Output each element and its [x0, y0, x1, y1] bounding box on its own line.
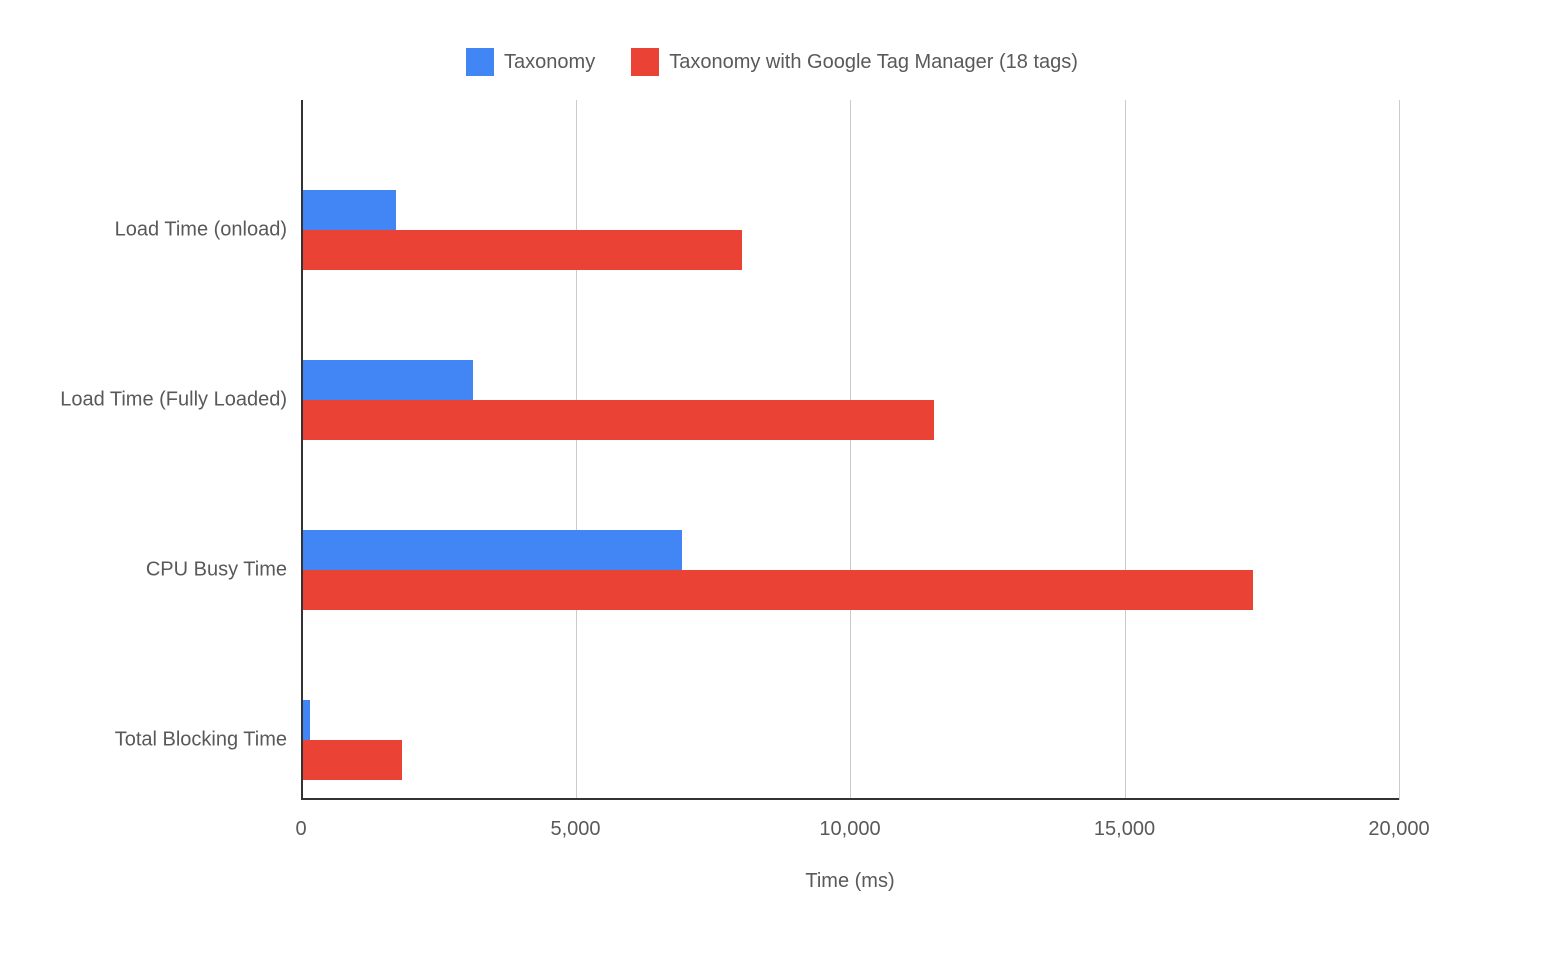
legend-label: Taxonomy with Google Tag Manager (18 tag…: [669, 51, 1078, 74]
legend-item: Taxonomy with Google Tag Manager (18 tag…: [631, 48, 1078, 76]
bar: [303, 400, 934, 440]
bar: [303, 190, 396, 230]
x-axis: [301, 798, 1399, 800]
bar: [303, 700, 310, 740]
legend-swatch: [631, 48, 659, 76]
legend-label: Taxonomy: [504, 51, 595, 74]
legend-swatch: [466, 48, 494, 76]
bar: [303, 360, 473, 400]
x-tick-label: 15,000: [1094, 800, 1155, 841]
legend-item: Taxonomy: [466, 48, 595, 76]
x-axis-title: Time (ms): [805, 870, 894, 893]
category-label: Load Time (Fully Loaded): [60, 389, 301, 412]
x-tick-label: 5,000: [550, 800, 600, 841]
x-tick-label: 0: [295, 800, 306, 841]
gridline: [850, 100, 851, 800]
x-tick-label: 10,000: [819, 800, 880, 841]
chart-container: Taxonomy Taxonomy with Google Tag Manage…: [0, 0, 1544, 956]
x-tick-label: 20,000: [1368, 800, 1429, 841]
legend: Taxonomy Taxonomy with Google Tag Manage…: [0, 48, 1544, 76]
plot-area: 05,00010,00015,00020,000Load Time (onloa…: [301, 100, 1399, 800]
gridline: [1399, 100, 1400, 800]
gridline: [1125, 100, 1126, 800]
category-label: Load Time (onload): [115, 219, 301, 242]
gridline: [576, 100, 577, 800]
bar: [303, 530, 682, 570]
bar: [303, 230, 742, 270]
category-label: Total Blocking Time: [115, 729, 301, 752]
category-label: CPU Busy Time: [146, 559, 301, 582]
bar: [303, 570, 1253, 610]
bar: [303, 740, 402, 780]
